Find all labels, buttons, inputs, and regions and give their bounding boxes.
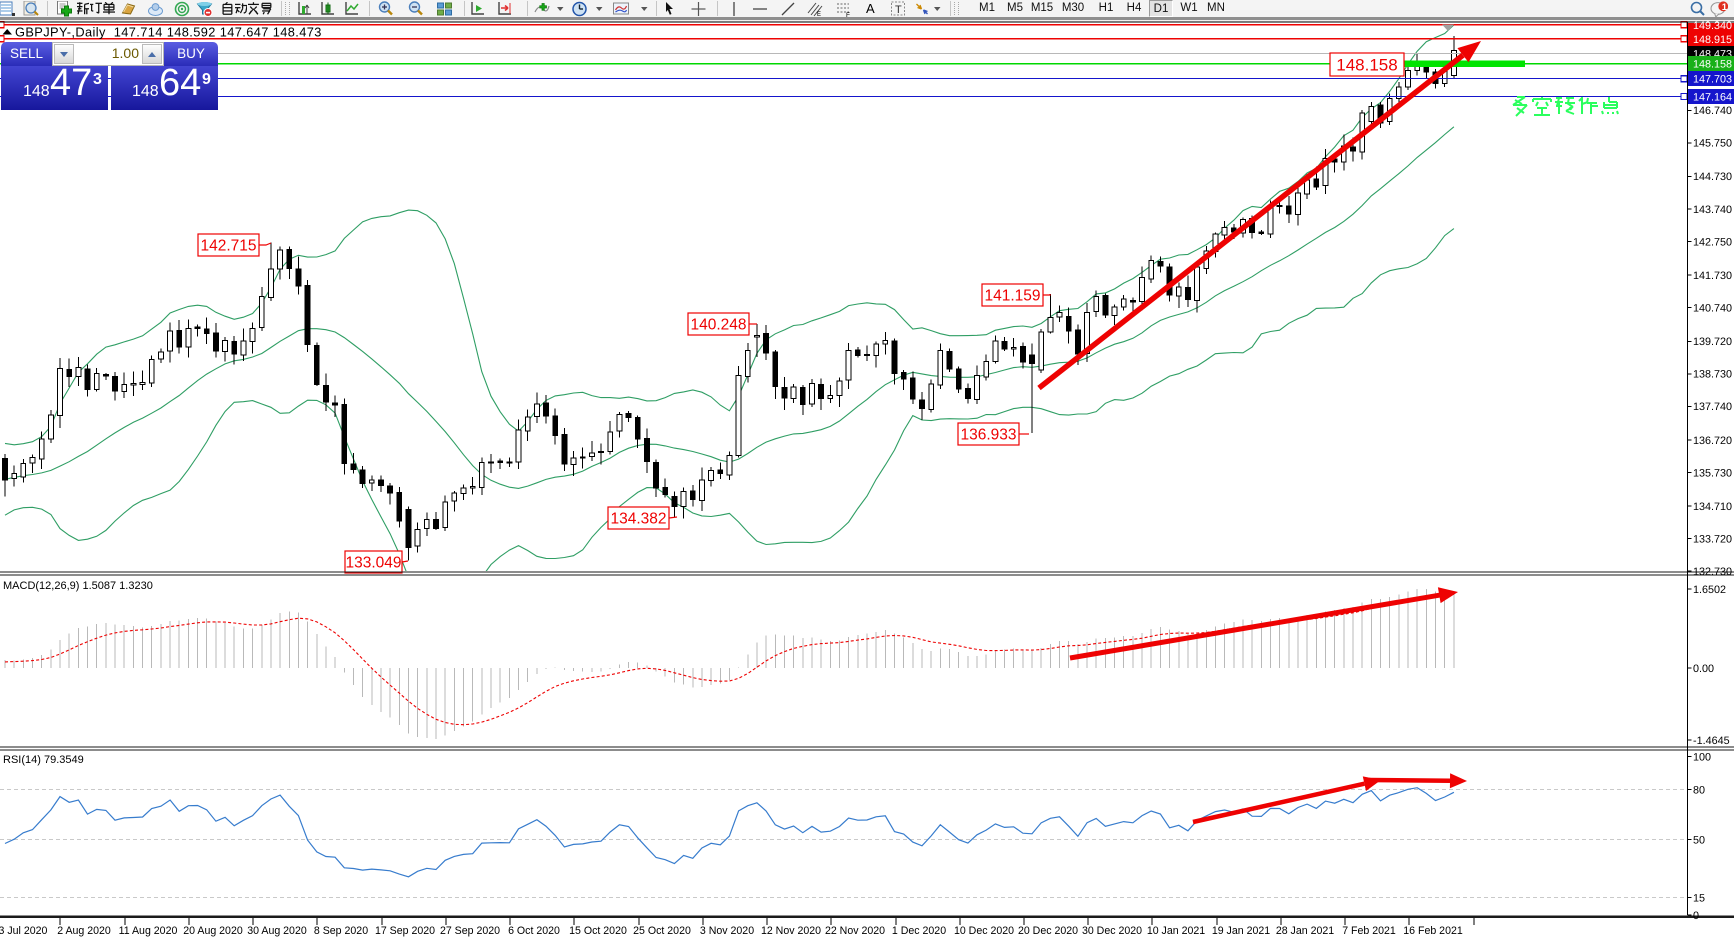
svg-text:145.750: 145.750 <box>1693 138 1732 150</box>
svg-text:30 Aug 2020: 30 Aug 2020 <box>247 925 307 937</box>
svg-text:138.730: 138.730 <box>1693 369 1732 381</box>
svg-text:148.158: 148.158 <box>1336 56 1397 75</box>
svg-text:17 Sep 2020: 17 Sep 2020 <box>375 925 435 937</box>
svg-text:140.248: 140.248 <box>690 316 746 333</box>
svg-text:10 Jan 2021: 10 Jan 2021 <box>1147 925 1205 937</box>
svg-text:136.720: 136.720 <box>1693 435 1732 447</box>
svg-text:149.340: 149.340 <box>1693 20 1732 32</box>
svg-text:1: 1 <box>1722 2 1728 13</box>
svg-text:28 Jan 2021: 28 Jan 2021 <box>1276 925 1334 937</box>
svg-text:22 Nov 2020: 22 Nov 2020 <box>825 925 885 937</box>
svg-text:146.740: 146.740 <box>1693 105 1732 117</box>
svg-text:142.715: 142.715 <box>200 237 256 254</box>
svg-text:12 Nov 2020: 12 Nov 2020 <box>761 925 821 937</box>
svg-text:7 Feb 2021: 7 Feb 2021 <box>1342 925 1396 937</box>
svg-text:148.158: 148.158 <box>1693 59 1732 71</box>
svg-text:141.159: 141.159 <box>984 287 1040 304</box>
svg-text:20 Dec 2020: 20 Dec 2020 <box>1018 925 1078 937</box>
svg-text:RSI(14) 79.3549: RSI(14) 79.3549 <box>3 754 84 766</box>
svg-text:134.382: 134.382 <box>610 510 666 527</box>
svg-text:T: T <box>895 4 902 16</box>
svg-text:6 Oct 2020: 6 Oct 2020 <box>508 925 560 937</box>
svg-text:16 Feb 2021: 16 Feb 2021 <box>1403 925 1463 937</box>
svg-text:20 Aug 2020: 20 Aug 2020 <box>183 925 243 937</box>
svg-text:133.720: 133.720 <box>1693 534 1732 546</box>
svg-text:136.933: 136.933 <box>960 426 1016 443</box>
svg-text:MACD(12,26,9) 1.5087 1.3230: MACD(12,26,9) 1.5087 1.3230 <box>3 580 153 592</box>
svg-text:30 Dec 2020: 30 Dec 2020 <box>1082 925 1142 937</box>
svg-text:144.730: 144.730 <box>1693 171 1732 183</box>
svg-text:19 Jan 2021: 19 Jan 2021 <box>1212 925 1270 937</box>
svg-text:147.164: 147.164 <box>1693 91 1732 103</box>
svg-text:148.915: 148.915 <box>1693 34 1732 46</box>
svg-text:141.730: 141.730 <box>1693 270 1732 282</box>
svg-text:50: 50 <box>1693 835 1705 847</box>
svg-text:0.00: 0.00 <box>1693 663 1714 675</box>
svg-text:147.703: 147.703 <box>1693 74 1732 86</box>
svg-text:25 Oct 2020: 25 Oct 2020 <box>633 925 691 937</box>
svg-text:10 Dec 2020: 10 Dec 2020 <box>954 925 1014 937</box>
svg-text:3 Nov 2020: 3 Nov 2020 <box>700 925 754 937</box>
svg-text:1 Dec 2020: 1 Dec 2020 <box>892 925 946 937</box>
svg-text:-1.4645: -1.4645 <box>1693 735 1730 747</box>
svg-text:E: E <box>817 12 821 17</box>
svg-text:132.730: 132.730 <box>1693 566 1732 578</box>
svg-text:GBPJPY-,Daily 147.714 148.592: GBPJPY-,Daily 147.714 148.592 147.647 14… <box>15 25 322 40</box>
svg-text:142.750: 142.750 <box>1693 236 1732 248</box>
svg-text:100: 100 <box>1693 752 1711 764</box>
svg-text:139.720: 139.720 <box>1693 336 1732 348</box>
svg-text:15: 15 <box>1693 893 1705 905</box>
svg-text:80: 80 <box>1693 785 1705 797</box>
svg-text:2 Aug 2020: 2 Aug 2020 <box>57 925 111 937</box>
svg-text:F: F <box>846 12 850 17</box>
svg-text:133.049: 133.049 <box>345 554 401 571</box>
svg-text:143.740: 143.740 <box>1693 204 1732 216</box>
svg-text:8 Sep 2020: 8 Sep 2020 <box>314 925 368 937</box>
svg-text:0: 0 <box>1693 910 1699 922</box>
svg-text:27 Sep 2020: 27 Sep 2020 <box>440 925 500 937</box>
svg-text:140.740: 140.740 <box>1693 303 1732 315</box>
svg-text:137.740: 137.740 <box>1693 401 1732 413</box>
svg-text:1.6502: 1.6502 <box>1693 584 1726 596</box>
svg-text:135.730: 135.730 <box>1693 467 1732 479</box>
svg-text:23 Jul 2020: 23 Jul 2020 <box>0 925 47 937</box>
svg-text:11 Aug 2020: 11 Aug 2020 <box>119 925 178 937</box>
svg-text:134.710: 134.710 <box>1693 501 1732 513</box>
svg-text:15 Oct 2020: 15 Oct 2020 <box>569 925 627 937</box>
